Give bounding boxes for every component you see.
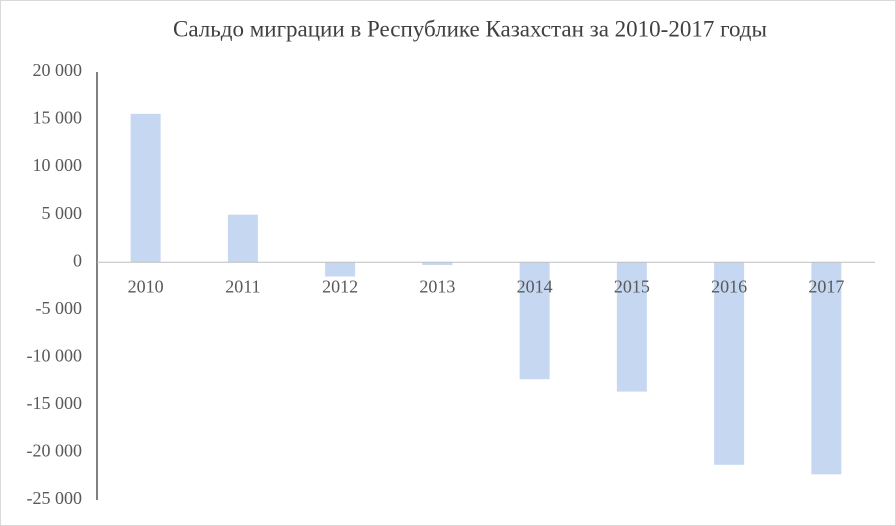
y-tick-label: 15 000 [33, 108, 83, 128]
y-tick-label: -15 000 [27, 393, 83, 413]
y-tick-label: 0 [73, 250, 82, 270]
y-tick-label: 20 000 [33, 60, 83, 80]
x-tick-label: 2010 [128, 276, 164, 296]
bar [130, 113, 161, 263]
bar [811, 262, 842, 475]
y-tick-label: 10 000 [33, 155, 83, 175]
y-tick-label: -20 000 [27, 441, 83, 461]
y-tick-label: 5 000 [42, 203, 83, 223]
bar [519, 262, 550, 380]
bar [714, 262, 745, 465]
x-tick-label: 2016 [711, 276, 747, 296]
x-tick-label: 2013 [419, 276, 455, 296]
x-tick-label: 2015 [614, 276, 650, 296]
y-tick-label: -10 000 [27, 345, 83, 365]
x-tick-label: 2011 [225, 276, 260, 296]
chart-title: Сальдо миграции в Республике Казахстан з… [173, 16, 767, 41]
bar [325, 262, 356, 277]
x-tick-label: 2012 [322, 276, 358, 296]
y-tick-label: -25 000 [27, 488, 83, 508]
bar [422, 262, 453, 266]
x-tick-label: 2014 [517, 276, 553, 296]
x-tick-label: 2017 [808, 276, 844, 296]
bar [616, 262, 647, 392]
bar [227, 214, 258, 263]
y-tick-label: -5 000 [36, 298, 83, 318]
